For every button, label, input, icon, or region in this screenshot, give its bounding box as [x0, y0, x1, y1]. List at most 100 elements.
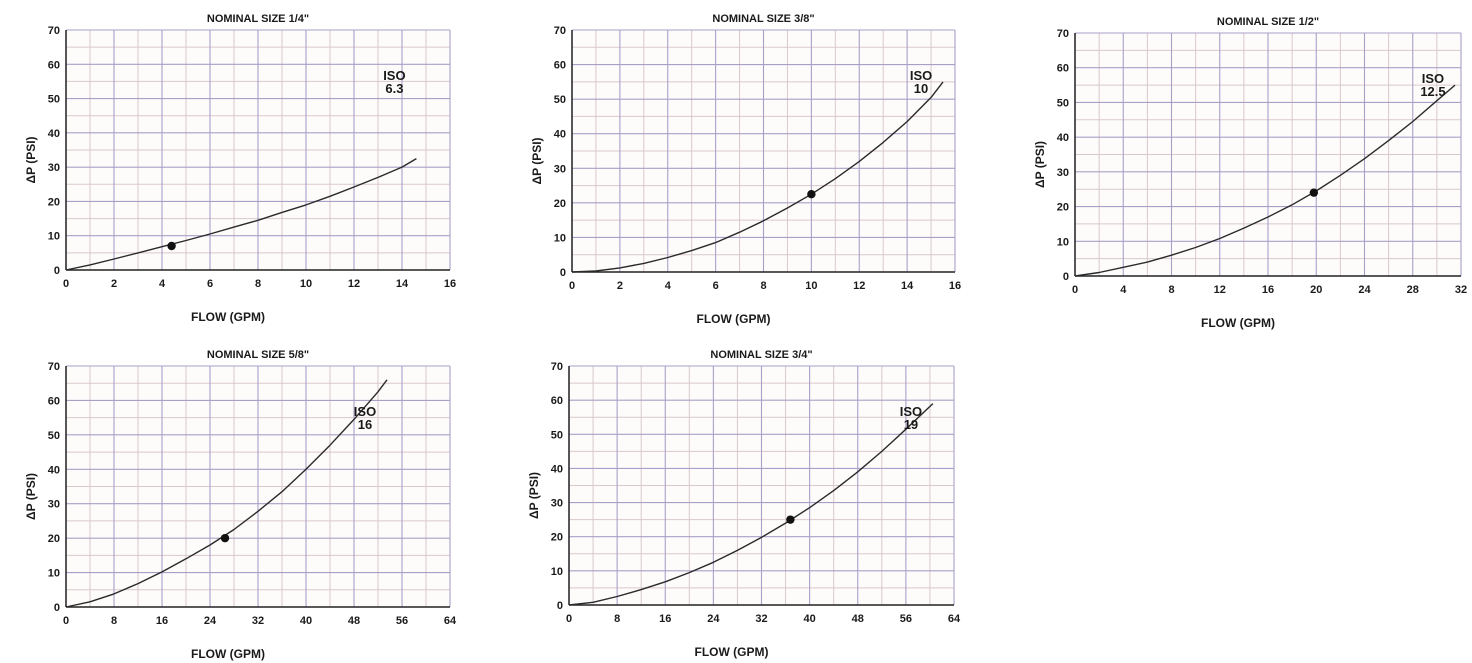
y-tick-label: 0 [560, 267, 566, 279]
chart-title: NOMINAL SIZE 1/2" [1217, 16, 1319, 28]
x-tick-label: 48 [852, 613, 864, 625]
x-tick-label: 16 [1262, 284, 1274, 296]
chart-3: 0 4 8 12 16 20 24 28 32 0 10 20 30 40 50 60 70 NOMINAL SI… [1033, 16, 1467, 330]
curve-line [568, 403, 934, 606]
y-axis-label: ΔP (PSI) [530, 137, 544, 184]
x-tick-label: 28 [1407, 284, 1419, 296]
x-tick-label: 10 [300, 278, 312, 290]
operating-point [786, 515, 795, 524]
x-tick-label: 12 [853, 280, 865, 292]
y-tick-label: 70 [551, 361, 563, 373]
y-axis-label: ΔP (PSI) [24, 473, 38, 520]
x-tick-label: 0 [569, 280, 575, 292]
y-tick-label: 0 [1063, 271, 1069, 283]
x-tick-label: 40 [804, 613, 816, 625]
x-tick-label: 24 [707, 613, 720, 625]
x-tick-label: 0 [1072, 284, 1078, 296]
y-tick-label: 40 [1057, 132, 1069, 144]
x-tick-label: 16 [949, 280, 961, 292]
y-tick-label: 10 [48, 568, 60, 580]
x-tick-label: 32 [1455, 284, 1467, 296]
iso-label: ISO [910, 68, 932, 83]
x-tick-label: 8 [255, 278, 261, 290]
y-tick-label: 40 [48, 464, 60, 476]
y-tick-label: 70 [1057, 28, 1069, 40]
y-tick-label: 20 [48, 196, 60, 208]
x-tick-label: 0 [63, 278, 69, 290]
y-tick-label: 70 [48, 361, 60, 373]
y-tick-label: 60 [48, 59, 60, 71]
y-tick-label: 70 [48, 25, 60, 37]
x-tick-label: 12 [1214, 284, 1226, 296]
y-tick-label: 10 [551, 566, 563, 578]
y-tick-label: 40 [554, 129, 566, 141]
x-tick-label: 24 [1358, 284, 1371, 296]
x-axis-label: FLOW (GPM) [1201, 316, 1275, 330]
x-tick-label: 8 [1168, 284, 1174, 296]
x-tick-label: 8 [614, 613, 620, 625]
chart-2: 0 2 4 6 8 10 12 14 16 0 10 20 30 40 50 60 70 NOMINAL SIZE… [530, 13, 961, 326]
y-tick-label: 50 [48, 94, 60, 106]
x-tick-label: 10 [805, 280, 817, 292]
x-tick-label: 14 [396, 278, 409, 290]
x-tick-label: 16 [444, 278, 456, 290]
iso-label: ISO [1422, 71, 1444, 86]
operating-point [807, 190, 816, 199]
x-tick-label: 32 [252, 615, 264, 627]
y-tick-label: 50 [551, 429, 563, 441]
chart-title: NOMINAL SIZE 1/4" [207, 13, 309, 25]
x-tick-label: 2 [617, 280, 623, 292]
iso-value-label: 16 [358, 417, 372, 432]
x-tick-label: 40 [300, 615, 312, 627]
x-tick-label: 16 [156, 615, 168, 627]
x-axis-label: FLOW (GPM) [191, 310, 265, 324]
y-tick-label: 60 [551, 395, 563, 407]
y-tick-label: 10 [1057, 236, 1069, 248]
y-tick-label: 10 [554, 232, 566, 244]
iso-label: ISO [354, 404, 376, 419]
y-tick-label: 20 [48, 533, 60, 545]
x-tick-label: 8 [760, 280, 766, 292]
chart-title: NOMINAL SIZE 5/8" [207, 349, 309, 361]
chart-5: 0 8 16 24 32 40 48 56 64 0 10 20 30 40 50 60 70 NOMINAL S… [527, 349, 961, 659]
iso-value-label: 10 [914, 81, 928, 96]
y-tick-label: 60 [554, 60, 566, 72]
curve-line [65, 157, 417, 271]
y-tick-label: 30 [551, 498, 563, 510]
y-tick-label: 40 [48, 128, 60, 140]
iso-label: ISO [900, 404, 922, 419]
y-tick-label: 0 [54, 602, 60, 614]
y-tick-label: 60 [48, 395, 60, 407]
x-tick-label: 0 [63, 615, 69, 627]
x-axis-label: FLOW (GPM) [191, 647, 265, 661]
y-tick-label: 30 [1057, 167, 1069, 179]
iso-label: ISO [383, 68, 405, 83]
x-tick-label: 12 [348, 278, 360, 290]
x-tick-label: 6 [207, 278, 213, 290]
x-tick-label: 64 [948, 613, 961, 625]
y-tick-label: 50 [554, 94, 566, 106]
y-tick-label: 10 [48, 231, 60, 243]
y-tick-label: 20 [554, 198, 566, 210]
chart-1: 0 2 4 6 8 10 12 14 16 0 10 20 30 40 50 60 70 NOMINAL SIZE… [24, 13, 456, 324]
x-tick-label: 20 [1310, 284, 1322, 296]
x-tick-label: 56 [396, 615, 408, 627]
x-tick-label: 4 [665, 280, 672, 292]
curve-line [571, 81, 944, 273]
x-tick-label: 24 [204, 615, 217, 627]
y-tick-label: 30 [554, 163, 566, 175]
x-tick-label: 8 [111, 615, 117, 627]
y-tick-label: 60 [1057, 63, 1069, 75]
y-tick-label: 20 [551, 532, 563, 544]
y-tick-label: 20 [1057, 202, 1069, 214]
y-tick-label: 50 [1057, 97, 1069, 109]
x-tick-label: 2 [111, 278, 117, 290]
y-tick-label: 0 [54, 265, 60, 277]
y-axis-label: ΔP (PSI) [1033, 141, 1047, 188]
x-axis-label: FLOW (GPM) [695, 645, 769, 659]
x-tick-label: 48 [348, 615, 360, 627]
iso-value-label: 19 [904, 417, 918, 432]
x-tick-label: 16 [659, 613, 671, 625]
curve-line [1074, 84, 1456, 277]
